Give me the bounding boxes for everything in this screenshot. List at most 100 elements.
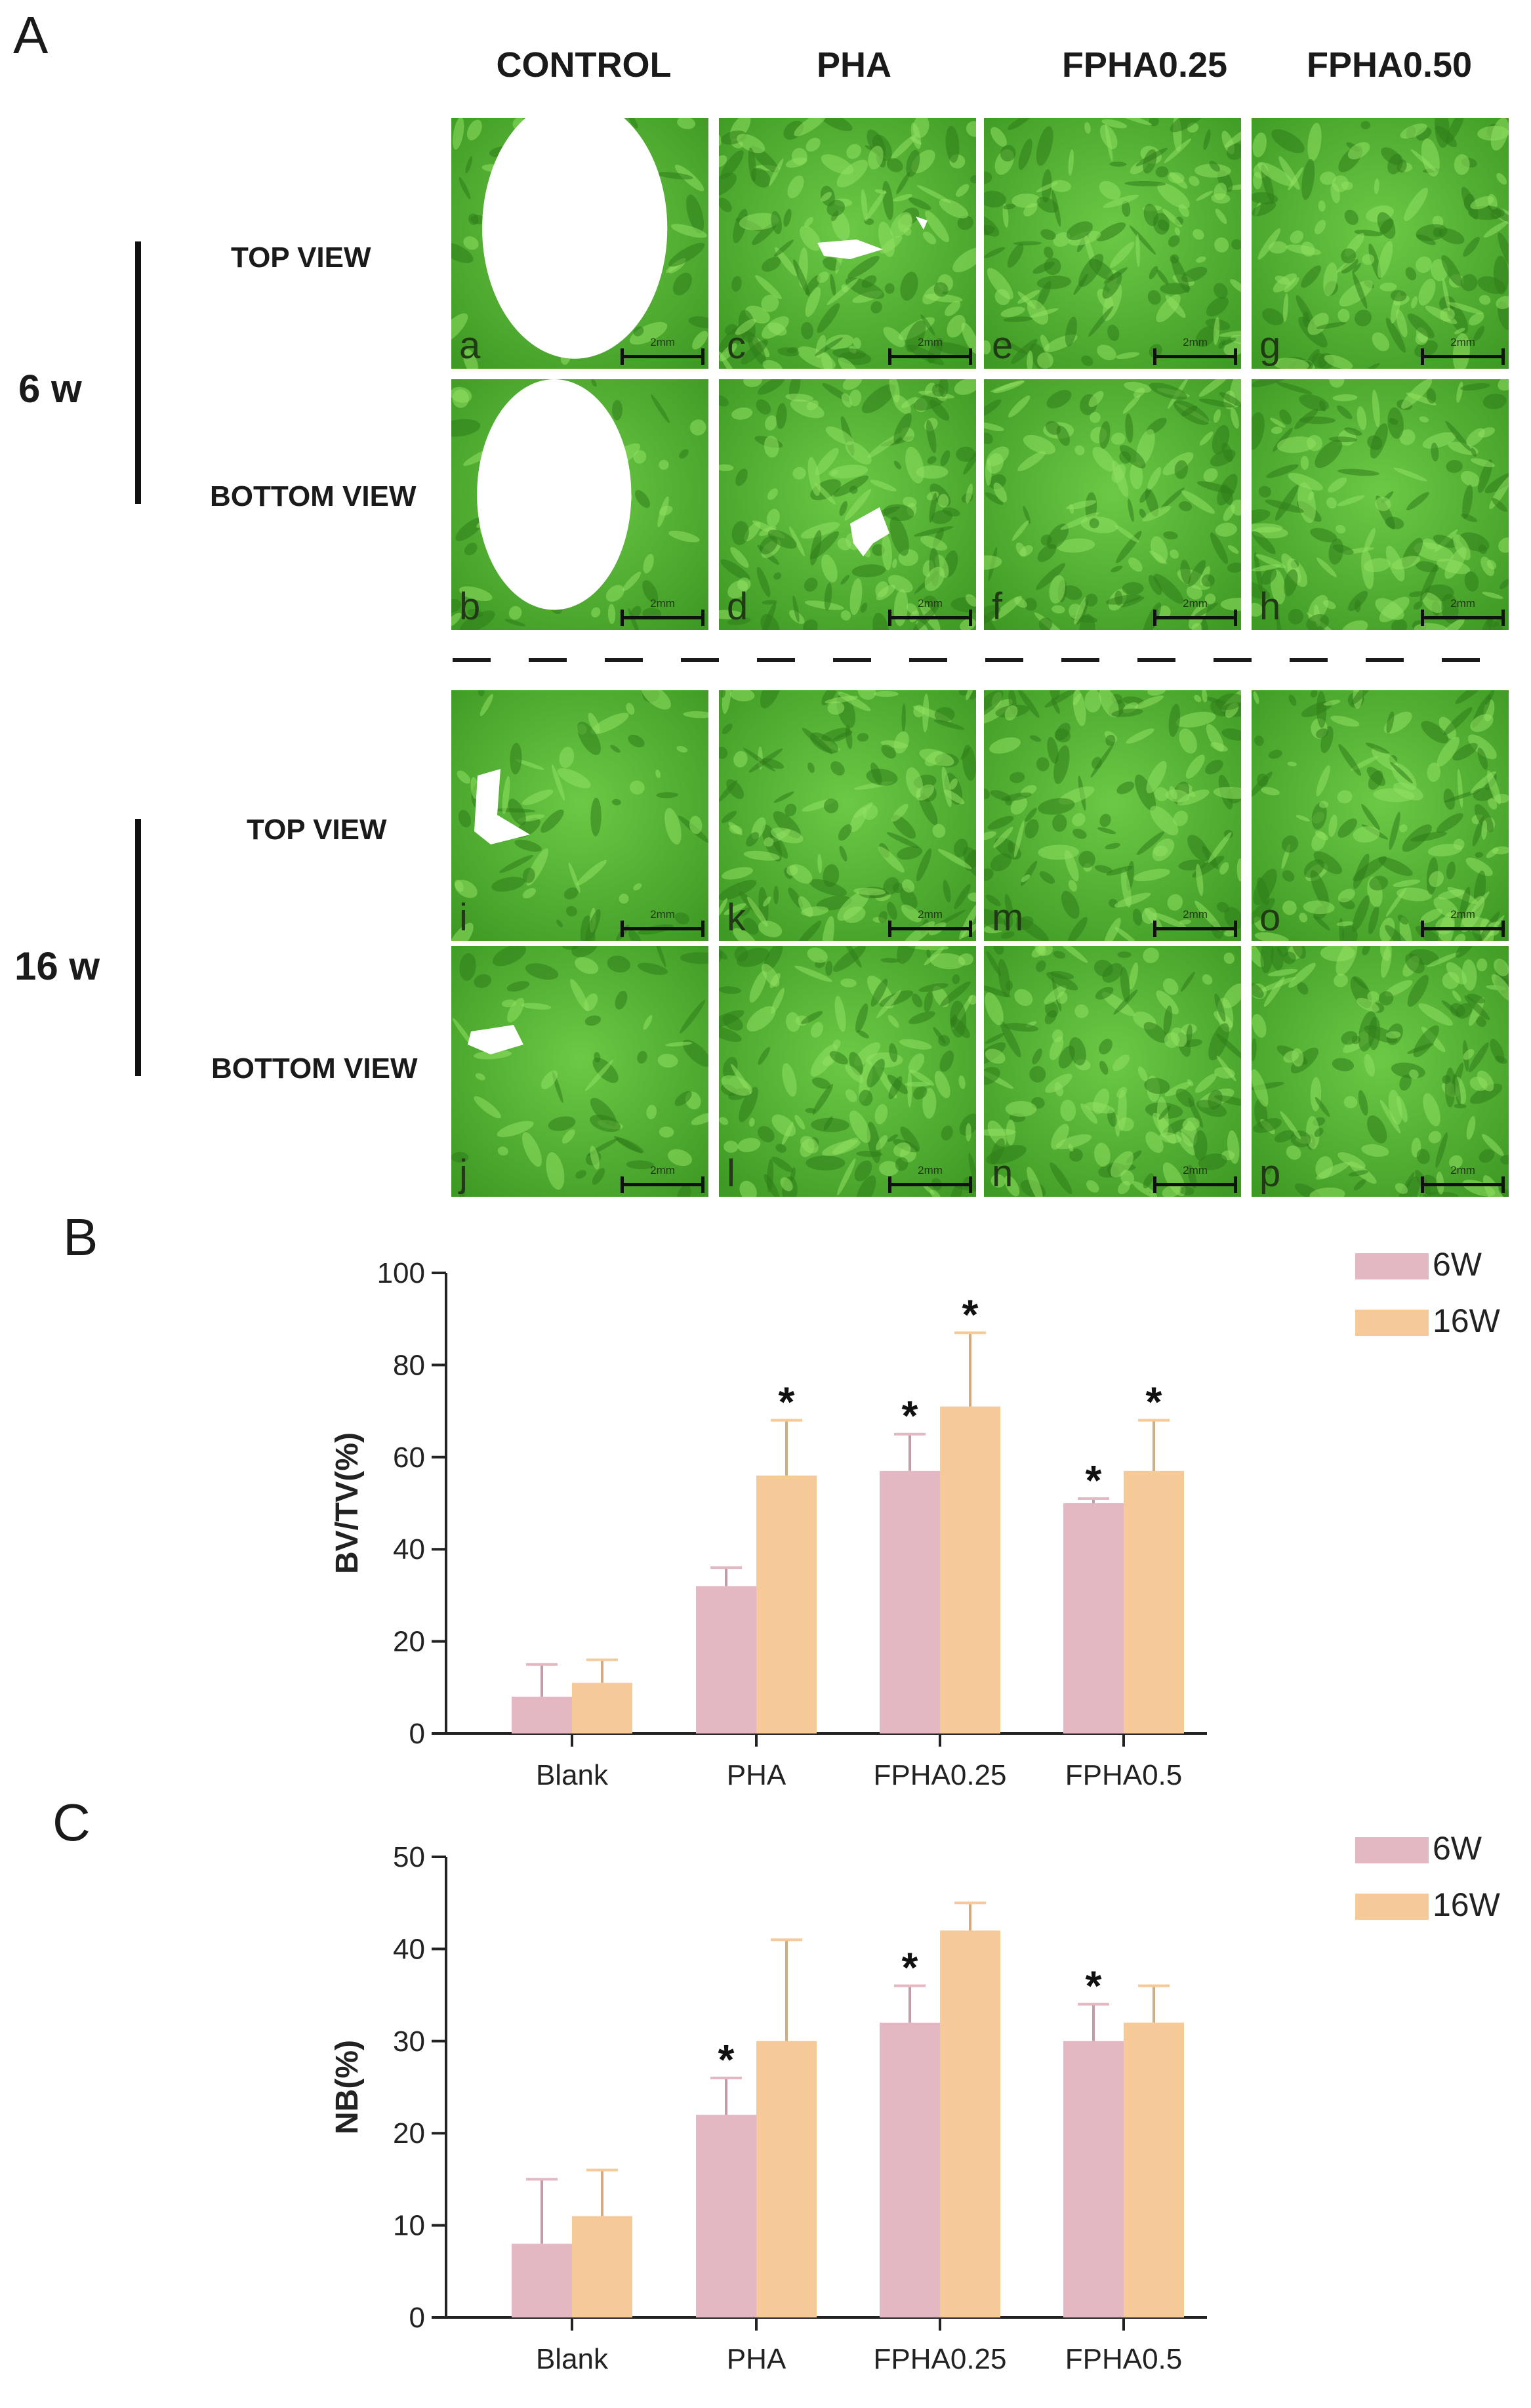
bone-texture: [719, 118, 976, 369]
legend-label: 16W: [1433, 1886, 1501, 1923]
timepoint-6w-label: 6 w: [18, 367, 82, 411]
image-sublabel: d: [727, 585, 748, 628]
bar: [696, 2115, 756, 2317]
x-tick-label: Blank: [536, 1759, 609, 1791]
bone-texture: [984, 118, 1241, 369]
scale-bar: 2mm: [888, 1164, 972, 1193]
bone-texture: [451, 379, 708, 630]
x-tick-label: FPHA0.25: [874, 1759, 1007, 1791]
micro-ct-image-c: c 2mm: [719, 118, 976, 369]
scale-bar-label: 2mm: [1450, 336, 1475, 348]
scale-bar: 2mm: [621, 908, 704, 937]
legend-swatch: [1355, 1894, 1429, 1920]
bone-texture: [719, 379, 976, 630]
scale-bar-label: 2mm: [918, 908, 943, 921]
scale-bar-line: [1421, 348, 1505, 365]
image-sublabel: c: [727, 324, 746, 367]
scale-bar-label: 2mm: [650, 1164, 675, 1176]
scale-bar: 2mm: [888, 336, 972, 365]
bar: [940, 1930, 1000, 2317]
scale-bar-line: [888, 610, 972, 626]
image-sublabel: g: [1259, 324, 1281, 367]
scale-bar: 2mm: [1153, 597, 1237, 626]
bar: [572, 1682, 632, 1733]
scale-bar-line: [621, 610, 704, 626]
legend-label: 6W: [1433, 1246, 1482, 1283]
scale-bar-line: [888, 1176, 972, 1193]
y-tick-label: 80: [393, 1349, 425, 1381]
image-sublabel: l: [727, 1152, 735, 1195]
scale-bar-line: [888, 348, 972, 365]
scale-bar: 2mm: [621, 336, 704, 365]
scale-bar-label: 2mm: [650, 908, 675, 921]
scale-bar: 2mm: [1421, 336, 1505, 365]
scale-bar: 2mm: [888, 908, 972, 937]
image-sublabel: i: [459, 896, 468, 939]
bone-texture: [984, 946, 1241, 1197]
scale-bar-label: 2mm: [1183, 336, 1208, 348]
significance-marker: *: [1086, 1962, 1102, 2010]
view-label-16w-bottom: BOTTOM VIEW: [211, 1052, 418, 1085]
scale-bar-line: [621, 921, 704, 937]
scale-bar: 2mm: [888, 597, 972, 626]
scale-bar-label: 2mm: [918, 1164, 943, 1176]
image-sublabel: j: [459, 1152, 468, 1195]
scale-bar-line: [1421, 1176, 1505, 1193]
image-sublabel: p: [1259, 1152, 1281, 1195]
micro-ct-image-l: l 2mm: [719, 946, 976, 1197]
column-header-pha: PHA: [816, 45, 891, 85]
bvtv-bar-chart: 0 20 40 60 80 100 BV/TV(%) Blank PHA * FPHA0.25 * * F…: [330, 1246, 1501, 1791]
image-sublabel: m: [992, 896, 1024, 939]
micro-ct-image-e: e 2mm: [984, 118, 1241, 369]
scale-bar-label: 2mm: [650, 597, 675, 610]
image-sublabel: e: [992, 324, 1013, 367]
bone-texture: [451, 690, 708, 941]
micro-ct-image-b: b 2mm: [451, 379, 708, 630]
scale-bar-line: [1153, 1176, 1237, 1193]
legend-swatch: [1355, 1253, 1429, 1279]
bar: [1063, 2041, 1124, 2317]
image-sublabel: h: [1259, 585, 1281, 628]
scale-bar: 2mm: [1421, 597, 1505, 626]
y-tick-label: 0: [409, 1718, 425, 1750]
significance-marker: *: [1146, 1379, 1162, 1426]
y-tick-label: 40: [393, 1933, 425, 1965]
scale-bar: 2mm: [1153, 1164, 1237, 1193]
scale-bar-label: 2mm: [1183, 597, 1208, 610]
x-tick-label: Blank: [536, 2343, 609, 2375]
y-axis-title: BV/TV(%): [330, 1432, 365, 1574]
y-tick-label: 10: [393, 2210, 425, 2242]
micro-ct-image-m: m 2mm: [984, 690, 1241, 941]
bone-texture: [719, 946, 976, 1197]
significance-marker: *: [902, 1944, 918, 1991]
bone-texture: [451, 946, 708, 1197]
scale-bar-line: [1421, 921, 1505, 937]
significance-marker: *: [1086, 1457, 1102, 1504]
micro-ct-image-o: o 2mm: [1252, 690, 1509, 941]
x-tick-label: PHA: [727, 2343, 786, 2375]
x-tick-label: FPHA0.5: [1065, 2343, 1183, 2375]
y-tick-label: 20: [393, 2117, 425, 2149]
scale-bar-line: [621, 1176, 704, 1193]
micro-ct-image-g: g 2mm: [1252, 118, 1509, 369]
column-header-control: CONTROL: [496, 45, 672, 85]
micro-ct-image-j: j 2mm: [451, 946, 708, 1197]
bone-texture: [451, 118, 708, 369]
bar: [572, 2216, 632, 2317]
scale-bar-line: [1153, 921, 1237, 937]
bar: [1124, 1470, 1184, 1733]
scale-bar-label: 2mm: [1450, 597, 1475, 610]
legend-swatch: [1355, 1837, 1429, 1863]
scale-bar-line: [1153, 610, 1237, 626]
bar: [756, 2041, 817, 2317]
y-tick-label: 100: [377, 1257, 425, 1289]
image-sublabel: f: [992, 585, 1003, 628]
image-sublabel: b: [459, 585, 481, 628]
scale-bar-label: 2mm: [1183, 1164, 1208, 1176]
bar: [1124, 2022, 1184, 2317]
bone-texture: [984, 379, 1241, 630]
view-label-6w-top: TOP VIEW: [231, 241, 371, 274]
y-tick-label: 40: [393, 1533, 425, 1566]
bar: [696, 1586, 756, 1733]
y-tick-label: 20: [393, 1626, 425, 1658]
